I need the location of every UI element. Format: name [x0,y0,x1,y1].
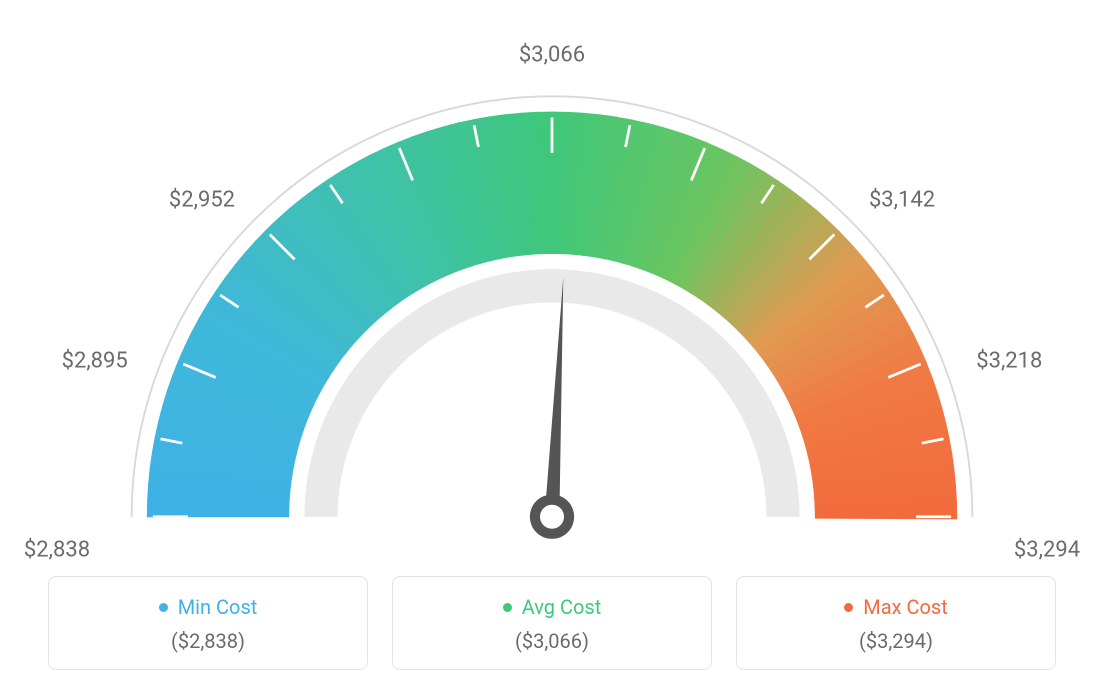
gauge-svg [42,30,1062,560]
legend-row: Min Cost ($2,838) Avg Cost ($3,066) Max … [0,576,1104,670]
legend-card-max: Max Cost ($3,294) [736,576,1056,670]
legend-card-min: Min Cost ($2,838) [48,576,368,670]
dot-icon [159,603,168,612]
gauge-tick-label: $3,066 [519,43,585,68]
legend-value-avg: ($3,066) [413,629,691,653]
legend-value-max: ($3,294) [757,629,1035,653]
gauge-tick-label: $2,952 [169,187,235,212]
gauge-tick-label: $3,142 [869,187,935,212]
legend-card-avg: Avg Cost ($3,066) [392,576,712,670]
gauge-chart: $2,838 $2,895 $2,952 $3,066 $3,142 $3,218 $3,2… [0,0,1104,560]
legend-title-avg: Avg Cost [413,595,691,619]
gauge-tick-label: $2,838 [24,538,90,563]
dot-icon [503,603,512,612]
gauge-tick-label: $3,218 [976,348,1042,373]
legend-title-text: Max Cost [863,595,948,619]
legend-title-text: Avg Cost [522,595,602,619]
legend-title-min: Min Cost [69,595,347,619]
legend-title-max: Max Cost [757,595,1035,619]
gauge-tick-label: $2,895 [62,348,128,373]
legend-title-text: Min Cost [178,595,258,619]
gauge-tick-label: $3,294 [1014,538,1080,563]
legend-value-min: ($2,838) [69,629,347,653]
dot-icon [844,603,853,612]
